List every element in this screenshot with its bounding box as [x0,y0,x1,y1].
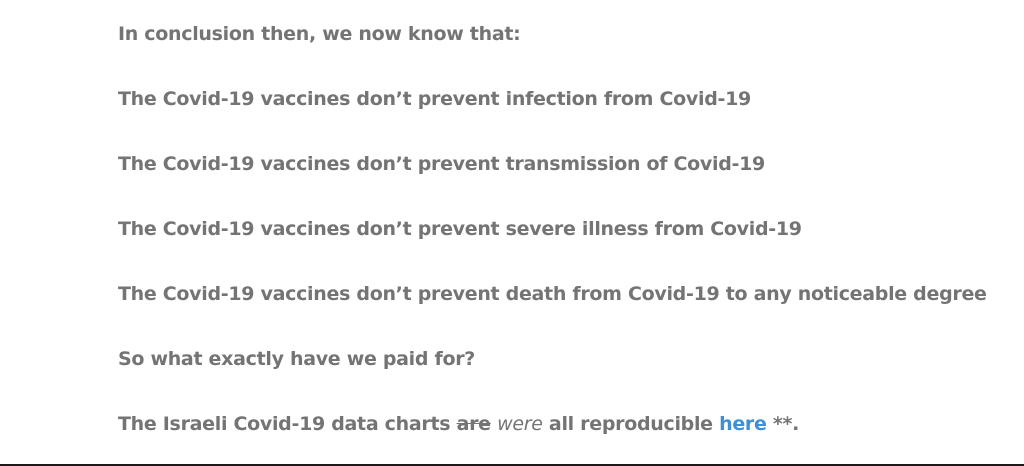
bottom-divider [0,464,1024,466]
here-link[interactable]: here [719,413,767,435]
data-charts-note: The Israeli Covid-19 data charts are wer… [118,410,998,438]
article-body: In conclusion then, we now know that: Th… [118,20,998,438]
note-tail-text: **. [766,413,800,435]
emphasized-word: were [497,413,543,435]
note-lead-text: The Israeli Covid-19 data charts [118,413,457,435]
conclusion-question: So what exactly have we paid for? [118,348,476,370]
conclusion-intro: In conclusion then, we now know that: [118,23,521,45]
conclusion-point-transmission: The Covid-19 vaccines don’t prevent tran… [118,153,765,175]
conclusion-point-severe-illness: The Covid-19 vaccines don’t prevent seve… [118,218,802,240]
conclusion-point-death: The Covid-19 vaccines don’t prevent deat… [118,283,987,305]
conclusion-point-infection: The Covid-19 vaccines don’t prevent infe… [118,88,751,110]
struck-word: are [456,413,491,435]
note-middle-text: all reproducible [542,413,720,435]
